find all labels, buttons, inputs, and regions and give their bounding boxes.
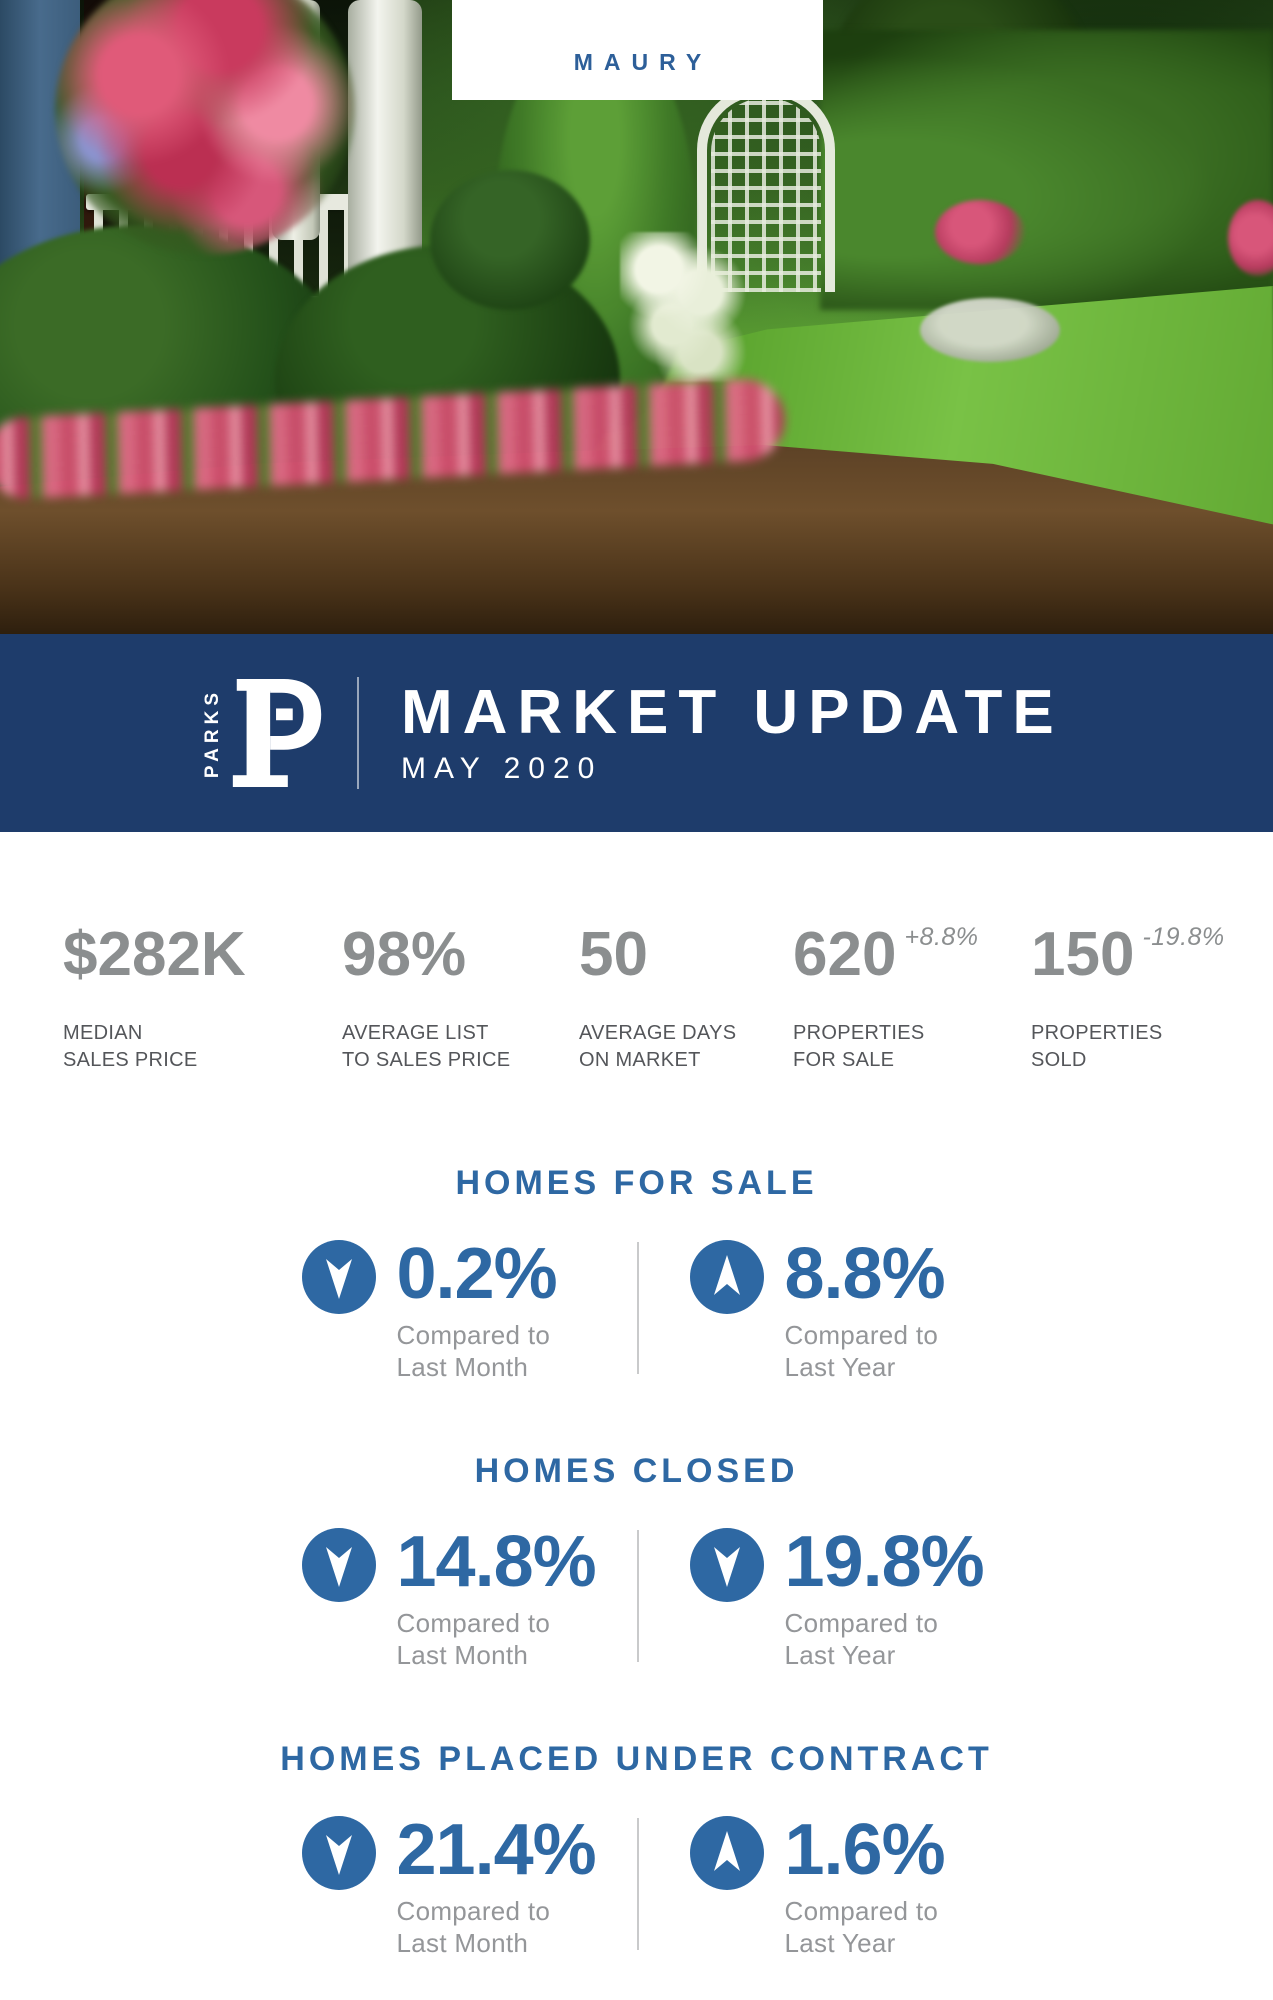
comparison-last-month: 0.2% Compared to Last Month [301, 1234, 637, 1384]
caption-line2: Last Year [784, 1352, 896, 1383]
parks-vertical-text: PARKS [202, 687, 223, 779]
trend-circle [301, 1527, 376, 1602]
stat-label-line1: AVERAGE LIST [342, 1022, 489, 1044]
stat-label-line2: TO SALES PRICE [342, 1049, 511, 1071]
comparison-last-month: 21.4% Compared to Last Month [301, 1809, 637, 1960]
percent-change: 0.2% [396, 1234, 558, 1314]
brand-banner: PARKS MARKET UPDATE MAY 2020 [0, 634, 1273, 832]
pink-bush-right [935, 200, 1025, 264]
caption-line1: Compared to [784, 1896, 939, 1927]
percent-change: 8.8% [784, 1234, 946, 1314]
stat-avg-days-on-market: 50 AVERAGE DAYS ON MARKET [579, 902, 793, 1074]
stat-value: 50 [579, 920, 648, 989]
pink-bush-far-right [1228, 200, 1273, 276]
caption-line2: Last Month [396, 1639, 529, 1670]
stat-label-line1: PROPERTIES [793, 1022, 925, 1044]
stat-properties-for-sale: 620 +8.8% PROPERTIES FOR SALE [793, 902, 1031, 1074]
trend-arrow-icon [325, 1259, 352, 1299]
stat-label-line2: ON MARKET [579, 1049, 701, 1071]
caption-line1: Compared to [396, 1320, 551, 1351]
hedge-right [820, 30, 1273, 310]
vertical-divider [636, 1817, 639, 1950]
percent-change: 19.8% [784, 1521, 985, 1602]
section-homes-for-sale: HOMES FOR SALE 0.2% Compared to Last Mont… [0, 1163, 1273, 1384]
stat-avg-list-to-sales: 98% AVERAGE LIST TO SALES PRICE [342, 902, 579, 1074]
section-title: HOMES CLOSED [474, 1451, 799, 1490]
boxwood-shrub-small [430, 170, 590, 310]
trend-circle [689, 1527, 764, 1602]
parks-logo-p-icon [232, 679, 322, 787]
hanging-flower-basket [55, 0, 355, 255]
stat-label-line2: SALES PRICE [63, 1049, 198, 1071]
location-banner: MAURY [452, 0, 823, 100]
percent-change: 14.8% [396, 1521, 597, 1602]
comparison-last-year: 8.8% Compared to Last Year [637, 1234, 972, 1384]
key-stats-row: $282K MEDIAN SALES PRICE 98% AVERAGE LIST… [0, 832, 1273, 1074]
stat-change-superscript: +8.8% [904, 923, 979, 951]
garden-photo: MAURY [0, 0, 1273, 634]
caption-line1: Compared to [396, 1608, 551, 1639]
stat-label-line1: PROPERTIES [1031, 1022, 1163, 1044]
section-homes-under-contract: HOMES PLACED UNDER CONTRACT 21.4% Compar… [0, 1739, 1273, 1960]
caption-line2: Last Year [784, 1639, 896, 1670]
trend-arrow-icon [325, 1834, 352, 1875]
trend-circle [689, 1240, 764, 1314]
stat-value: 150 [1031, 920, 1135, 989]
caption-line2: Last Month [396, 1352, 529, 1383]
comparison-last-year: 19.8% Compared to Last Year [637, 1526, 985, 1672]
comparison-last-year: 1.6% Compared to Last Year [637, 1809, 972, 1960]
caption-line1: Compared to [396, 1896, 551, 1927]
trend-arrow-icon [713, 1546, 740, 1587]
report-title: MARKET UPDATE [401, 678, 1064, 747]
vertical-divider [636, 1529, 639, 1662]
brand-divider [357, 677, 359, 789]
stat-properties-sold: 150 -19.8% PROPERTIES SOLD [1031, 902, 1233, 1074]
stat-value: 620 [793, 920, 897, 989]
percent-change: 1.6% [784, 1809, 946, 1890]
trend-circle [301, 1815, 376, 1890]
section-homes-closed: HOMES CLOSED 14.8% Compared to Last Month… [0, 1451, 1273, 1672]
stat-median-sales-price: $282K MEDIAN SALES PRICE [63, 902, 342, 1074]
vertical-divider [636, 1242, 639, 1374]
trend-arrow-icon [713, 1830, 740, 1871]
caption-line2: Last Year [784, 1927, 896, 1958]
percent-change: 21.4% [396, 1809, 597, 1890]
location-label: MAURY [573, 48, 713, 75]
hydrangea-blooms [620, 232, 750, 382]
stat-label-line1: AVERAGE DAYS [579, 1022, 737, 1044]
stat-value: 98% [342, 920, 467, 989]
stone-ornament [920, 298, 1060, 362]
caption-line1: Compared to [784, 1320, 939, 1351]
stat-value: $282K [63, 920, 246, 989]
comparison-last-month: 14.8% Compared to Last Month [301, 1521, 637, 1672]
trend-arrow-icon [713, 1255, 740, 1295]
section-title: HOMES FOR SALE [455, 1164, 818, 1202]
stat-change-superscript: -19.8% [1142, 923, 1225, 951]
stat-label-line1: MEDIAN [63, 1022, 143, 1044]
stat-label-line2: FOR SALE [793, 1049, 895, 1071]
section-title: HOMES PLACED UNDER CONTRACT [280, 1739, 993, 1778]
trend-circle [301, 1240, 376, 1314]
stat-label-line2: SOLD [1031, 1049, 1087, 1071]
caption-line1: Compared to [784, 1608, 939, 1639]
report-month: MAY 2020 [401, 752, 603, 785]
trend-arrow-icon [325, 1546, 352, 1587]
caption-line2: Last Month [396, 1927, 529, 1958]
trend-circle [689, 1815, 764, 1890]
